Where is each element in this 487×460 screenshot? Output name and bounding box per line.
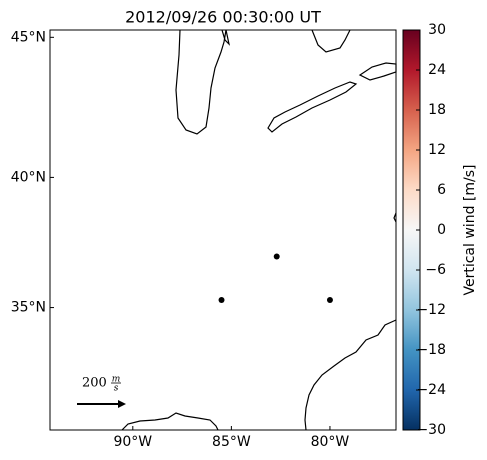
colorbar-tick-label: 6 — [437, 182, 446, 198]
map-frame — [49, 29, 397, 431]
map-title: 2012/09/26 00:30:00 UT — [125, 8, 321, 27]
station-point — [218, 296, 225, 303]
quiver-key-unit-num: m — [112, 375, 121, 385]
station-point — [273, 253, 280, 260]
chesapeake — [393, 212, 397, 223]
colorbar-tick-label: 18 — [428, 102, 446, 118]
colorbar-tick-label: −6 — [425, 262, 446, 278]
station-point — [326, 296, 333, 303]
x-tick-label: 80°W — [311, 434, 350, 450]
gulf-coast — [121, 412, 219, 431]
colorbar-tick-label: 24 — [428, 62, 446, 78]
quiver-key-value: 200 — [82, 376, 107, 391]
colorbar-tick-label: 12 — [428, 142, 446, 158]
x-tick-label: 85°W — [212, 434, 251, 450]
quiver-key-arrowhead — [118, 400, 126, 408]
colorbar-tick-label: −12 — [416, 302, 446, 318]
upper-peninsula — [221, 29, 231, 46]
colorbar-tick-label: 30 — [428, 22, 446, 38]
quiver-key-unit-den: s — [114, 384, 119, 394]
colorbar-tick-label: −18 — [416, 342, 446, 358]
y-tick-label: 35°N — [11, 300, 46, 316]
coastlines — [121, 29, 397, 431]
lake-erie — [267, 81, 358, 133]
colorbar-label: Vertical wind [m/s] — [462, 165, 478, 296]
lake-michigan — [175, 29, 227, 135]
atlantic-coast — [304, 319, 397, 431]
colorbar-tick-label: 0 — [437, 222, 446, 238]
y-tick-label: 40°N — [11, 169, 46, 185]
y-tick-label: 45°N — [11, 29, 46, 45]
colorbar-tick-label: −30 — [416, 422, 446, 438]
lake-huron — [311, 29, 351, 53]
x-tick-label: 90°W — [113, 434, 152, 450]
colorbar-tick-label: −24 — [416, 382, 446, 398]
